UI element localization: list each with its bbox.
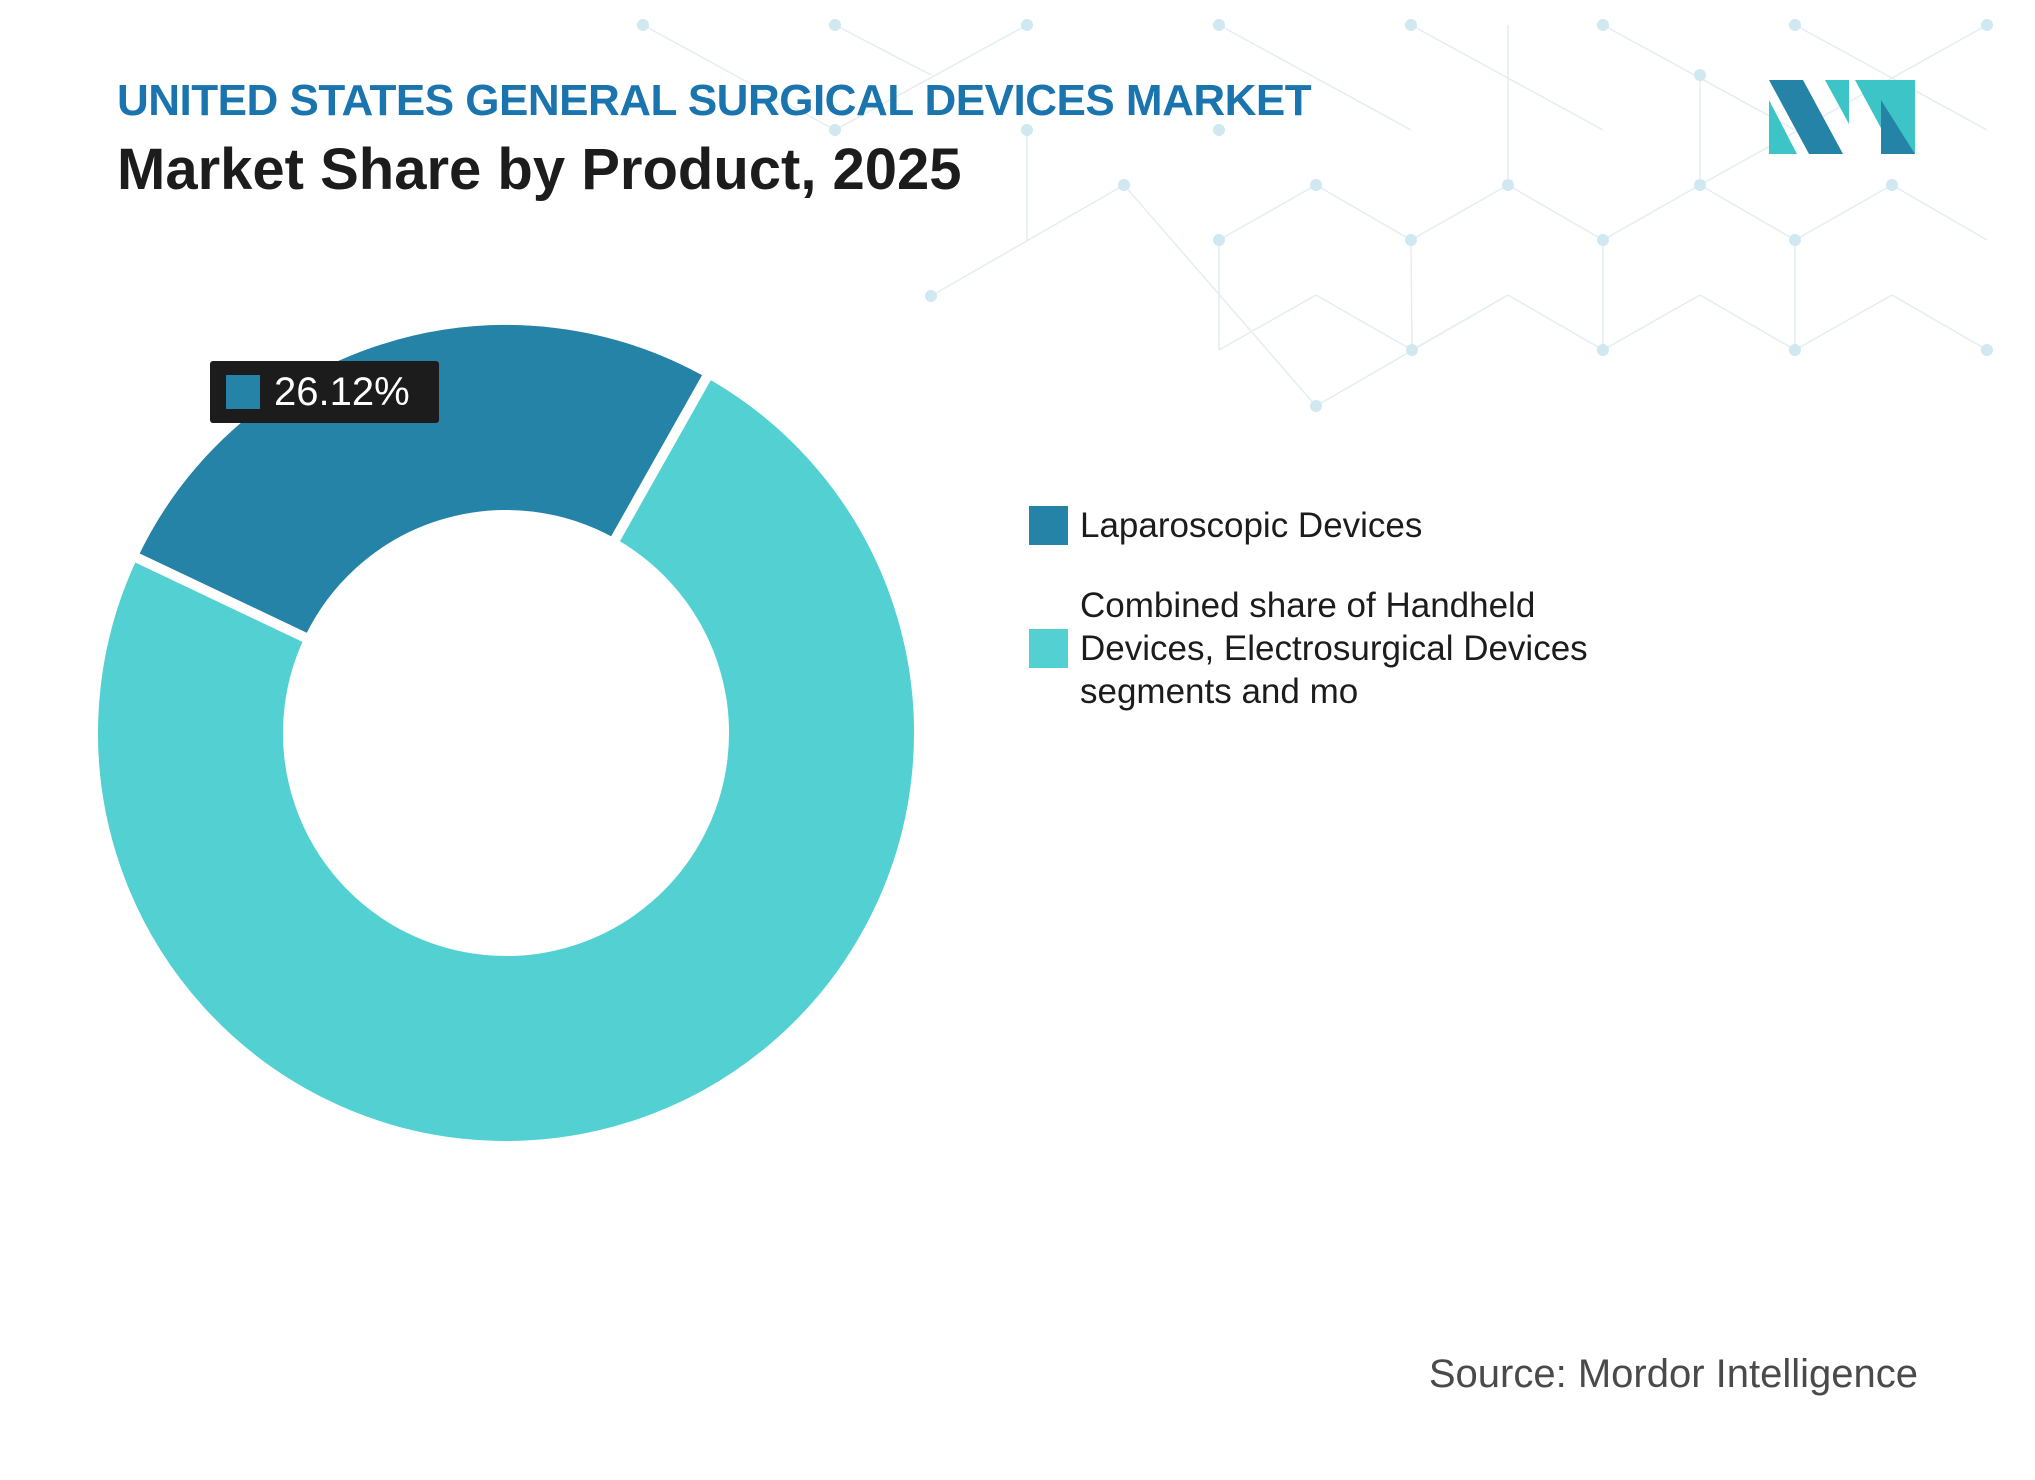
chart-supertitle: UNITED STATES GENERAL SURGICAL DEVICES M… (117, 76, 1312, 125)
pattern-line (1410, 24, 1604, 131)
pattern-line (1218, 294, 1317, 351)
pattern-dot (1597, 344, 1609, 356)
pattern-line (834, 24, 1028, 131)
chart-title: Market Share by Product, 2025 (117, 137, 962, 202)
donut-chart (88, 315, 924, 1151)
pattern-dot (829, 19, 841, 31)
source-note: Source: Mordor Intelligence (1428, 1352, 1918, 1396)
pattern-dot (1021, 19, 1033, 31)
pattern-dot (1406, 344, 1418, 356)
pattern-line (1794, 24, 1988, 131)
pattern-line (1507, 184, 1604, 241)
pattern-line (1315, 184, 1412, 241)
data-label-value: 26.12% (274, 369, 410, 414)
pattern-dot (1789, 19, 1801, 31)
pattern-line (642, 24, 836, 131)
donut-slice-1 (88, 366, 924, 1151)
pattern-line (1794, 184, 1893, 241)
pattern-dot (925, 290, 937, 302)
pattern-dot (1213, 19, 1225, 31)
pattern-line (1891, 294, 1988, 351)
pattern-dot (1405, 19, 1417, 31)
pattern-dot (1405, 234, 1417, 246)
pattern-dot (1981, 344, 1993, 356)
pattern-line (1699, 294, 1796, 351)
pattern-dot (1886, 179, 1898, 191)
pattern-dot (1597, 234, 1609, 246)
pattern-dot (1789, 234, 1801, 246)
pattern-line (1218, 184, 1317, 241)
pattern-line (1410, 239, 1413, 351)
pattern-line (1507, 294, 1604, 351)
legend-item-laparoscopic: Laparoscopic Devices (1029, 504, 1670, 547)
pattern-line (1410, 184, 1509, 241)
legend-item-other: Combined share of Handheld Devices, Elec… (1029, 584, 1670, 713)
legend-label: Laparoscopic Devices (1080, 506, 1423, 545)
pattern-line (1602, 184, 1701, 241)
pattern-line (1794, 294, 1893, 351)
data-label-swatch (226, 375, 260, 409)
pattern-dot (1597, 19, 1609, 31)
pattern-dot (1021, 124, 1033, 136)
legend-swatch (1029, 506, 1068, 545)
pattern-dot (1213, 124, 1225, 136)
pattern-dot (1310, 179, 1322, 191)
pattern-dot (829, 124, 841, 136)
pattern-line (1123, 184, 1317, 407)
pattern-line (834, 24, 932, 76)
pattern-dot (1118, 179, 1130, 191)
pattern-dot (1213, 234, 1225, 246)
mordor-logo (1769, 80, 1915, 154)
pattern-dot (1789, 344, 1801, 356)
pattern-line (1315, 294, 1413, 351)
pattern-dot (1310, 400, 1322, 412)
pattern-dot (637, 19, 649, 31)
pattern-dot (1694, 69, 1706, 81)
legend-label: Combined share of Handheld Devices, Elec… (1080, 586, 1588, 711)
data-label-laparoscopic: 26.12% (210, 361, 439, 423)
pattern-line (1699, 184, 1796, 241)
pattern-line (1602, 294, 1701, 351)
pattern-dot (1694, 179, 1706, 191)
pattern-dot (1981, 19, 1993, 31)
pattern-line (1891, 184, 1988, 241)
pattern-line (1218, 24, 1412, 131)
pattern-line (930, 184, 1125, 297)
pattern-dot (1502, 179, 1514, 191)
legend-swatch (1029, 629, 1068, 668)
